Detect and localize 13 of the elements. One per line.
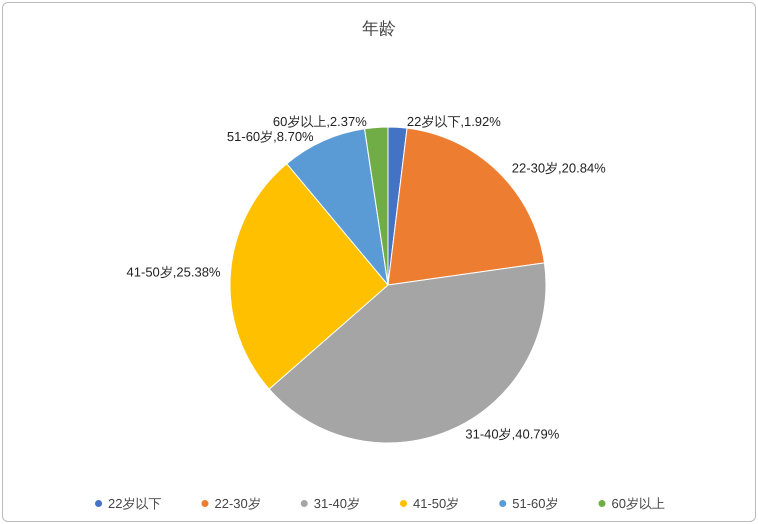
category-label: 22-30岁,20.84%: [512, 160, 606, 176]
chart-title: 年龄: [362, 19, 396, 38]
category-label: 22岁以下,1.92%: [406, 114, 501, 129]
legend-label: 31-40岁: [314, 496, 360, 511]
legend-label: 22岁以下: [108, 496, 162, 511]
category-label: 31-40岁,40.79%: [465, 426, 560, 442]
legend-label: 22-30岁: [214, 496, 261, 511]
category-label: 51-60岁,8.70%: [226, 128, 314, 144]
legend-label: 41-50岁: [413, 496, 460, 511]
category-label: 60岁以上,2.37%: [272, 114, 367, 129]
legend-label: 51-60岁: [512, 496, 558, 511]
category-label: 41-50岁,25.38%: [126, 264, 220, 280]
legend-label: 60岁以上: [612, 496, 665, 511]
